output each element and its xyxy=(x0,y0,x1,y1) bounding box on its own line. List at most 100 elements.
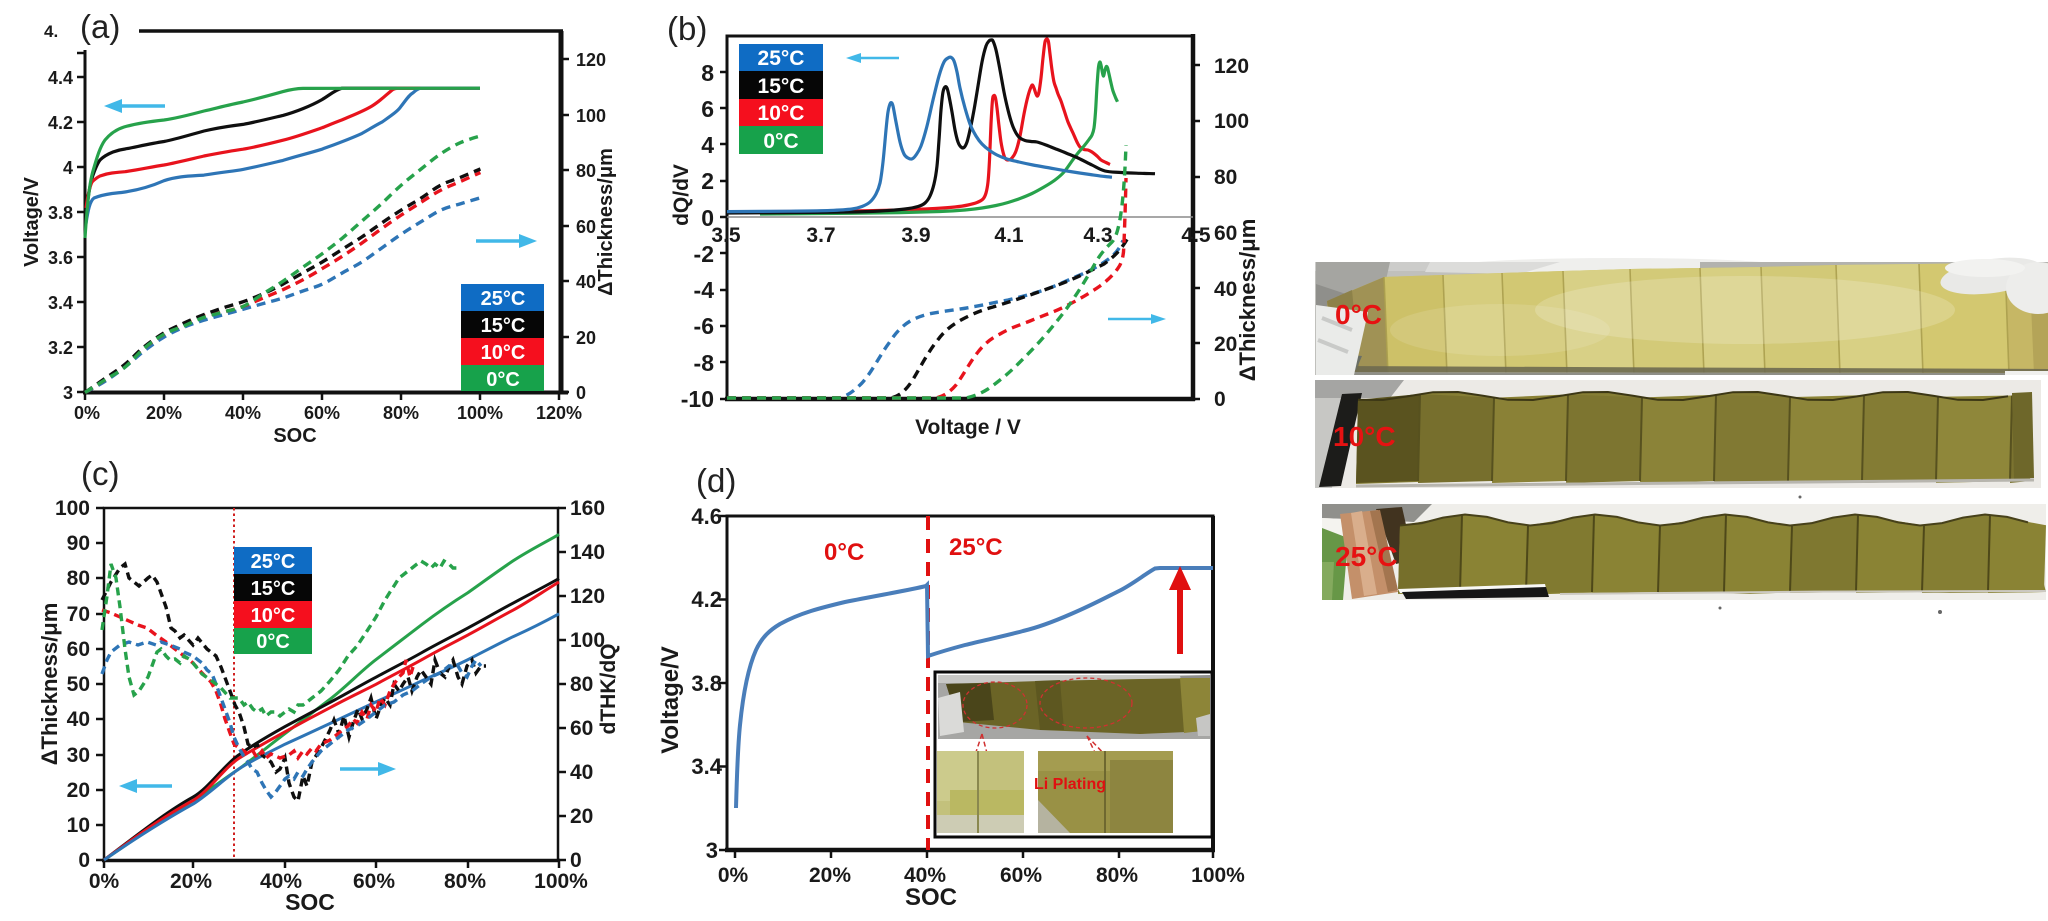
svg-text:SOC: SOC xyxy=(905,884,957,911)
svg-text:0°C: 0°C xyxy=(486,369,520,391)
svg-text:20%: 20% xyxy=(809,864,851,887)
svg-text:0: 0 xyxy=(1214,388,1226,411)
svg-text:100: 100 xyxy=(570,629,605,652)
svg-text:3.4: 3.4 xyxy=(691,754,722,779)
svg-text:60: 60 xyxy=(576,217,596,237)
svg-text:80: 80 xyxy=(570,673,593,696)
svg-text:60%: 60% xyxy=(1000,864,1042,887)
svg-text:120: 120 xyxy=(1214,55,1249,78)
svg-text:2: 2 xyxy=(701,168,714,194)
svg-text:80%: 80% xyxy=(1096,864,1138,887)
svg-text:-8: -8 xyxy=(694,350,715,376)
svg-text:0%: 0% xyxy=(74,403,100,423)
svg-text:100: 100 xyxy=(1214,110,1249,133)
svg-text:0°C: 0°C xyxy=(1335,299,1382,330)
svg-text:60%: 60% xyxy=(353,870,395,893)
svg-text:25°C: 25°C xyxy=(1335,541,1398,572)
svg-text:4.2: 4.2 xyxy=(48,113,73,133)
svg-text:4.: 4. xyxy=(44,22,58,41)
svg-text:80%: 80% xyxy=(383,403,419,423)
svg-text:100%: 100% xyxy=(1191,864,1245,887)
svg-text:20%: 20% xyxy=(170,870,212,893)
svg-text:0°C: 0°C xyxy=(256,631,290,653)
svg-text:-2: -2 xyxy=(694,241,714,267)
svg-text:25°C: 25°C xyxy=(481,288,526,310)
svg-text:80%: 80% xyxy=(444,870,486,893)
svg-text:60: 60 xyxy=(570,717,593,740)
svg-text:3: 3 xyxy=(63,383,73,403)
svg-text:10°C: 10°C xyxy=(251,605,296,627)
svg-text:Voltage/V: Voltage/V xyxy=(657,646,684,754)
svg-text:4.1: 4.1 xyxy=(994,224,1024,247)
svg-text:25°C: 25°C xyxy=(949,534,1003,561)
svg-text:(c): (c) xyxy=(81,455,119,492)
svg-text:140: 140 xyxy=(570,541,605,564)
svg-text:4.6: 4.6 xyxy=(691,504,722,529)
svg-text:(b): (b) xyxy=(667,10,707,47)
svg-text:0: 0 xyxy=(576,383,586,403)
svg-text:100: 100 xyxy=(576,106,606,126)
svg-text:8: 8 xyxy=(701,60,714,86)
svg-text:50: 50 xyxy=(67,673,90,696)
svg-text:120: 120 xyxy=(570,585,605,608)
svg-text:3.8: 3.8 xyxy=(691,671,722,696)
svg-text:Li Plating: Li Plating xyxy=(1034,776,1106,793)
svg-text:dQ/dV: dQ/dV xyxy=(670,164,693,226)
svg-text:160: 160 xyxy=(570,497,605,520)
svg-text:10°C: 10°C xyxy=(481,342,526,364)
svg-text:0%: 0% xyxy=(718,864,749,887)
svg-text:20: 20 xyxy=(570,805,593,828)
svg-text:15°C: 15°C xyxy=(251,578,296,600)
svg-text:6: 6 xyxy=(701,96,714,122)
svg-text:3.6: 3.6 xyxy=(48,248,73,268)
svg-text:-6: -6 xyxy=(694,313,714,339)
svg-text:100: 100 xyxy=(55,497,90,520)
svg-text:60: 60 xyxy=(67,638,90,661)
svg-text:40: 40 xyxy=(1214,278,1237,301)
svg-text:3.8: 3.8 xyxy=(48,203,73,223)
svg-text:80: 80 xyxy=(576,161,596,181)
svg-text:15°C: 15°C xyxy=(758,75,805,98)
svg-text:4: 4 xyxy=(63,158,73,178)
svg-text:0: 0 xyxy=(570,849,582,872)
svg-text:(a): (a) xyxy=(80,8,120,45)
svg-text:40: 40 xyxy=(576,272,596,292)
svg-text:3.4: 3.4 xyxy=(48,293,73,313)
svg-text:120%: 120% xyxy=(536,403,582,423)
svg-text:80: 80 xyxy=(67,567,90,590)
svg-text:40%: 40% xyxy=(904,864,946,887)
svg-text:4.5: 4.5 xyxy=(1181,224,1211,247)
svg-text:80: 80 xyxy=(1214,166,1237,189)
svg-text:20: 20 xyxy=(1214,333,1237,356)
svg-text:3.9: 3.9 xyxy=(901,224,930,247)
svg-text:ΔThickness/μm: ΔThickness/μm xyxy=(595,148,617,296)
svg-text:4.4: 4.4 xyxy=(48,68,73,88)
svg-text:40%: 40% xyxy=(225,403,261,423)
svg-text:Voltage / V: Voltage / V xyxy=(915,416,1021,439)
svg-text:20: 20 xyxy=(576,328,596,348)
svg-text:3.7: 3.7 xyxy=(806,224,835,247)
svg-text:40%: 40% xyxy=(260,870,302,893)
svg-text:0: 0 xyxy=(701,205,714,231)
svg-text:100%: 100% xyxy=(457,403,503,423)
svg-text:100%: 100% xyxy=(534,870,588,893)
svg-text:90: 90 xyxy=(67,532,90,555)
svg-text:0°C: 0°C xyxy=(763,130,798,153)
svg-text:60: 60 xyxy=(1214,222,1237,245)
svg-text:10°C: 10°C xyxy=(1333,421,1396,452)
svg-text:SOC: SOC xyxy=(273,425,316,447)
svg-text:25°C: 25°C xyxy=(758,47,805,70)
svg-text:Voltage/V: Voltage/V xyxy=(21,177,43,267)
svg-text:70: 70 xyxy=(67,603,90,626)
svg-text:0°C: 0°C xyxy=(824,539,864,566)
svg-text:dTHK/dQ: dTHK/dQ xyxy=(597,644,620,735)
svg-text:4: 4 xyxy=(701,132,714,158)
svg-text:ΔThickness/μm: ΔThickness/μm xyxy=(37,603,62,766)
svg-text:120: 120 xyxy=(576,50,606,70)
svg-text:10°C: 10°C xyxy=(758,102,805,125)
svg-text:4.2: 4.2 xyxy=(691,587,722,612)
svg-text:30: 30 xyxy=(67,744,90,767)
svg-text:0%: 0% xyxy=(89,870,120,893)
svg-text:3: 3 xyxy=(706,838,718,863)
svg-text:20: 20 xyxy=(67,779,90,802)
